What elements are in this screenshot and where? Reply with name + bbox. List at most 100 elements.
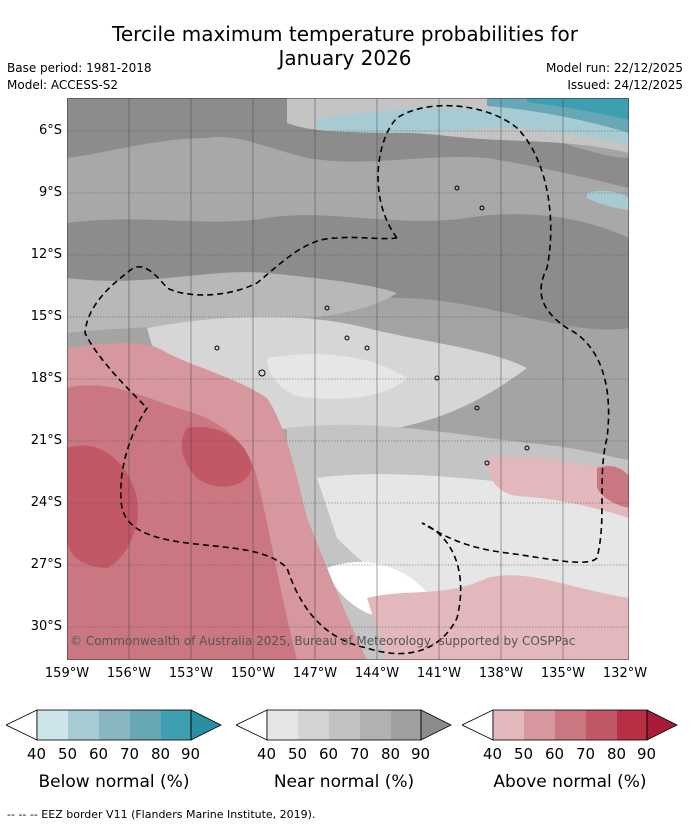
lon-tick: 147°W: [292, 666, 338, 681]
lat-tick: 9°S: [38, 185, 62, 200]
legend-above-swatch: [493, 710, 524, 740]
island: [364, 345, 370, 351]
legend-below-swatch: [161, 710, 191, 740]
above-normal-east-strong: [597, 465, 629, 508]
lat-tick: 21°S: [30, 433, 62, 448]
base-period: Base period: 1981-2018: [7, 61, 152, 75]
eez-border: [84, 104, 610, 655]
legend-near-swatch: [267, 710, 298, 740]
legend-above-swatch: [524, 710, 555, 740]
legend-tick: 50: [514, 745, 534, 763]
legend-tick: 90: [637, 745, 657, 763]
legend-above-min-arrow: [462, 709, 494, 741]
island: [258, 369, 266, 377]
lon-tick: 141°W: [416, 666, 462, 681]
legend-tick: 80: [151, 745, 171, 763]
lat-tick: 6°S: [38, 123, 62, 138]
legend-tick: 80: [381, 745, 401, 763]
legend-near-swatch: [360, 710, 391, 740]
legend-below-bar: [6, 709, 222, 741]
below-normal-east: [587, 190, 629, 210]
lat-tick: 27°S: [30, 557, 62, 572]
legend-below-swatch: [99, 710, 130, 740]
legend-tick: 60: [545, 745, 565, 763]
above-normal-south: [367, 575, 629, 660]
lon-tick: 144°W: [354, 666, 400, 681]
lon-tick: 156°W: [106, 666, 152, 681]
legend-above-label: Above normal (%): [493, 772, 647, 792]
band-light-mid: [67, 272, 397, 333]
legend-tick: 90: [181, 745, 201, 763]
band-mid-top: [67, 137, 629, 238]
island: [454, 185, 460, 191]
graticule: [67, 130, 629, 628]
island: [479, 205, 485, 211]
lon-tick: 138°W: [478, 666, 524, 681]
legend-below-swatch: [130, 710, 161, 740]
island: [324, 305, 330, 311]
legend-near-bar: [236, 709, 452, 741]
legend-below-swatch: [68, 710, 99, 740]
lon-tick: 132°W: [602, 666, 648, 681]
lon-tick: 159°W: [44, 666, 90, 681]
legend-tick: 40: [27, 745, 47, 763]
lon-tick: 153°W: [168, 666, 214, 681]
model-name: Model: ACCESS-S2: [7, 78, 119, 92]
meta-right: Model run: 22/12/2025 Issued: 24/12/2025: [546, 60, 683, 94]
above-normal-east: [487, 456, 629, 518]
below-normal-core: [527, 98, 629, 120]
lon-tick: 135°W: [540, 666, 586, 681]
legend-near-swatch: [298, 710, 329, 740]
legend-below-label: Below normal (%): [38, 772, 190, 792]
legend-tick: 70: [120, 745, 140, 763]
legend-below-swatch: [37, 710, 68, 740]
eez-footnote: -- -- -- EEZ border V11 (Flanders Marine…: [7, 808, 316, 821]
above-normal-inner: [181, 427, 252, 487]
legend-above-swatch: [586, 710, 617, 740]
legend-near-label: Near normal (%): [273, 772, 415, 792]
model-run: Model run: 22/12/2025: [545, 61, 683, 75]
title-line-2: January 2026: [278, 46, 412, 70]
legend-near-swatch: [391, 710, 421, 740]
legend-tick: 90: [411, 745, 431, 763]
title-line-1: Tercile maximum temperature probabilitie…: [112, 22, 578, 46]
legend-below-max-arrow: [190, 709, 222, 741]
legend-near-min-arrow: [236, 709, 268, 741]
copyright-text: © Commonwealth of Australia 2025, Bureau…: [70, 634, 576, 648]
island: [214, 345, 220, 351]
lat-tick: 24°S: [30, 495, 62, 510]
legend-tick: 40: [483, 745, 503, 763]
legend-tick: 60: [319, 745, 339, 763]
legend-above-max-arrow: [646, 709, 678, 741]
map-title: Tercile maximum temperature probabilitie…: [0, 22, 690, 70]
legend-tick: 60: [89, 745, 109, 763]
legend-tick: 50: [58, 745, 78, 763]
lat-tick: 12°S: [30, 247, 62, 262]
legend-below-min-arrow: [6, 709, 38, 741]
legend-above-bar: [462, 709, 678, 741]
band-near-lightest: [267, 354, 407, 399]
legend-tick: 80: [607, 745, 627, 763]
issued-date: Issued: 24/12/2025: [567, 78, 683, 92]
legend-tick: 50: [288, 745, 308, 763]
legend-above-swatch: [555, 710, 586, 740]
legend-tick: 40: [257, 745, 277, 763]
legend-below-ticks: 40 50 60 70 80 90 40 50 60 70 80 90 40 5…: [0, 745, 690, 765]
legend-tick: 70: [350, 745, 370, 763]
legend-above-swatch: [617, 710, 647, 740]
above-normal-west-core: [67, 445, 138, 568]
lat-tick: 15°S: [30, 309, 62, 324]
meta-left: Base period: 1981-2018 Model: ACCESS-S2: [7, 60, 152, 94]
lat-tick: 18°S: [30, 371, 62, 386]
island: [344, 335, 350, 341]
island: [524, 445, 530, 451]
lat-tick: 30°S: [30, 619, 62, 634]
legend-near-max-arrow: [420, 709, 452, 741]
island: [434, 375, 440, 381]
probability-map: [67, 98, 629, 660]
island: [484, 460, 490, 466]
legend-tick: 70: [576, 745, 596, 763]
legend-near-swatch: [329, 710, 360, 740]
islands: [214, 185, 530, 466]
lon-tick: 150°W: [230, 666, 276, 681]
